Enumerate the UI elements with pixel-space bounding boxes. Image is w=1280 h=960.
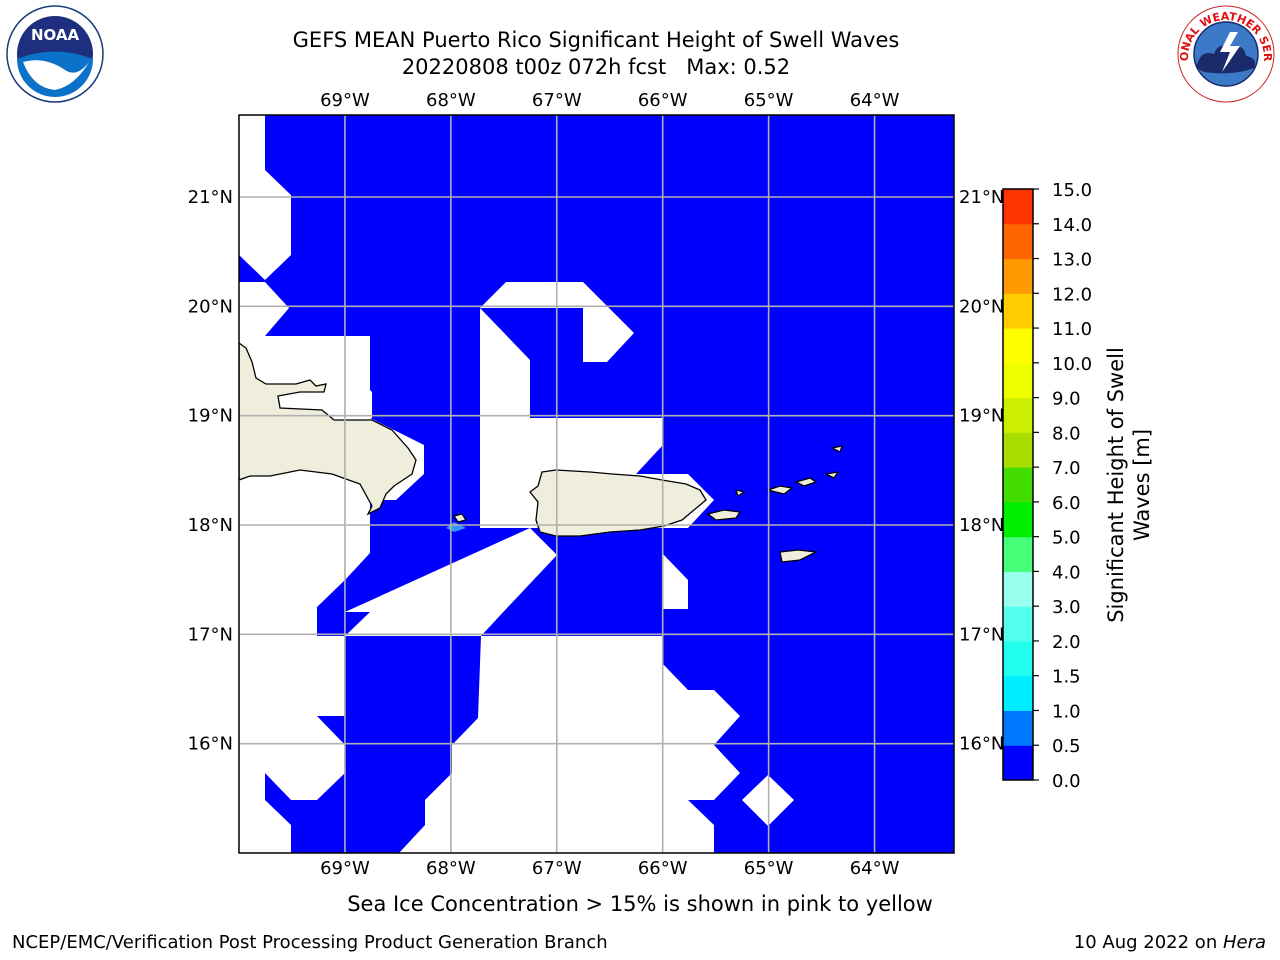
- colorbar-segment: [1003, 432, 1033, 468]
- colorbar-segment: [1003, 571, 1033, 607]
- lat-label-right: 19°N: [959, 406, 1004, 427]
- colorbar-segment: [1003, 189, 1033, 225]
- colorbar-segment: [1003, 362, 1033, 399]
- colorbar-tick-label: 13.0: [1052, 250, 1092, 271]
- mona-island: [452, 513, 468, 523]
- lat-label-right: 18°N: [959, 515, 1004, 536]
- colorbar-tick-label: 1.5: [1052, 667, 1081, 688]
- colorbar-label-line1: Significant Height of Swell: [1104, 347, 1128, 623]
- lat-label-right: 21°N: [959, 187, 1004, 208]
- colorbar-tick-label: 12.0: [1052, 284, 1092, 305]
- lat-labels-right: 21°N 20°N 19°N 18°N 17°N 16°N: [959, 187, 1004, 755]
- lat-label-left: 19°N: [188, 406, 233, 427]
- colorbar-segment: [1003, 293, 1033, 329]
- lon-label-top: 64°W: [850, 90, 900, 111]
- footer-date: 10 Aug 2022 on Hera: [1074, 931, 1266, 955]
- lat-label-right: 16°N: [959, 734, 1004, 755]
- lon-label-top: 66°W: [638, 90, 688, 111]
- noaa-logo-text: NOAA: [31, 26, 80, 44]
- lat-labels-left: 21°N 20°N 19°N 18°N 17°N 16°N: [188, 187, 233, 755]
- map-gridlines: [239, 115, 954, 853]
- lat-label-left: 17°N: [188, 624, 233, 645]
- colorbar-tick-label: 0.5: [1052, 736, 1081, 757]
- colorbar: [1003, 189, 1033, 781]
- footer-date-text: 10 Aug 2022 on: [1073, 932, 1223, 953]
- colorbar-tick-label: 9.0: [1052, 389, 1081, 410]
- colorbar-tick-label: 14.0: [1052, 215, 1092, 236]
- lon-label-bottom: 67°W: [532, 858, 582, 879]
- colorbar-segment: [1003, 501, 1033, 538]
- sea-ice-note: Sea Ice Concentration > 15% is shown in …: [347, 892, 933, 916]
- lat-label-right: 20°N: [959, 296, 1004, 317]
- st-croix-island: [779, 549, 819, 563]
- colorbar-tick-label: 11.0: [1052, 319, 1092, 340]
- lon-label-top: 65°W: [744, 90, 794, 111]
- hispaniola-landmass: [239, 342, 417, 516]
- footer-branch: NCEP/EMC/Verification Post Processing Pr…: [12, 932, 608, 953]
- map-frame: [238, 114, 955, 854]
- vieques-island: [706, 509, 742, 521]
- lon-label-bottom: 65°W: [744, 858, 794, 879]
- colorbar-ticks: 0.0 0.5 1.0 1.5 2.0 3.0 4.0 5.0 6.0 7.0 8.0 9.0 10.0…: [1033, 180, 1092, 792]
- colorbar-segment: [1003, 640, 1033, 677]
- colorbar-segment: [1003, 258, 1033, 294]
- lon-label-top: 68°W: [426, 90, 476, 111]
- colorbar-segment: [1003, 328, 1033, 364]
- lon-labels-top: 69°W 68°W 67°W 66°W 65°W 64°W: [320, 90, 900, 111]
- colorbar-frame: [1002, 188, 1034, 781]
- colorbar-tick-label: 10.0: [1052, 354, 1092, 375]
- lat-label-left: 20°N: [188, 296, 233, 317]
- colorbar-tick-label: 5.0: [1052, 528, 1081, 549]
- lat-label-left: 16°N: [188, 734, 233, 755]
- colorbar-segment: [1003, 745, 1033, 781]
- colorbar-tick-label: 8.0: [1052, 423, 1081, 444]
- lon-label-bottom: 69°W: [320, 858, 370, 879]
- noaa-logo-icon: NOAA: [6, 5, 104, 103]
- colorbar-tick-label: 2.0: [1052, 632, 1081, 653]
- colorbar-segment: [1003, 710, 1033, 746]
- colorbar-tick-label: 3.0: [1052, 597, 1081, 618]
- colorbar-segment: [1003, 223, 1033, 260]
- colorbar-segment: [1003, 536, 1033, 572]
- footer-host: Hera: [1222, 932, 1266, 953]
- lat-label-right: 17°N: [959, 624, 1004, 645]
- lon-label-top: 67°W: [532, 90, 582, 111]
- lat-label-left: 18°N: [188, 515, 233, 536]
- lat-label-left: 21°N: [188, 187, 233, 208]
- lon-label-top: 69°W: [320, 90, 370, 111]
- nws-logo-icon: NATIONAL WEATHER SERVICE: [1174, 2, 1275, 103]
- colorbar-tick-label: 0.0: [1052, 771, 1081, 792]
- lon-label-bottom: 64°W: [850, 858, 900, 879]
- colorbar-tick-label: 1.0: [1052, 701, 1081, 722]
- colorbar-segment: [1003, 467, 1033, 503]
- colorbar-tick-label: 7.0: [1052, 458, 1081, 479]
- colorbar-segment: [1003, 397, 1033, 433]
- map-subtitle-forecast: 20220808 t00z 072h fcst Max: 0.52: [401, 55, 791, 79]
- virgin-islands: [735, 445, 843, 498]
- lon-labels-bottom: 69°W 68°W 67°W 66°W 65°W 64°W: [320, 858, 900, 879]
- colorbar-label-line2: Waves [m]: [1130, 429, 1154, 541]
- colorbar-tick-label: 4.0: [1052, 562, 1081, 583]
- colorbar-tick-label: 6.0: [1052, 493, 1081, 514]
- colorbar-segment: [1003, 675, 1033, 711]
- colorbar-tick-label: 15.0: [1052, 180, 1092, 201]
- lon-label-bottom: 68°W: [426, 858, 476, 879]
- map-title: GEFS MEAN Puerto Rico Significant Height…: [292, 28, 900, 52]
- colorbar-segment: [1003, 606, 1033, 642]
- lon-label-bottom: 66°W: [638, 858, 688, 879]
